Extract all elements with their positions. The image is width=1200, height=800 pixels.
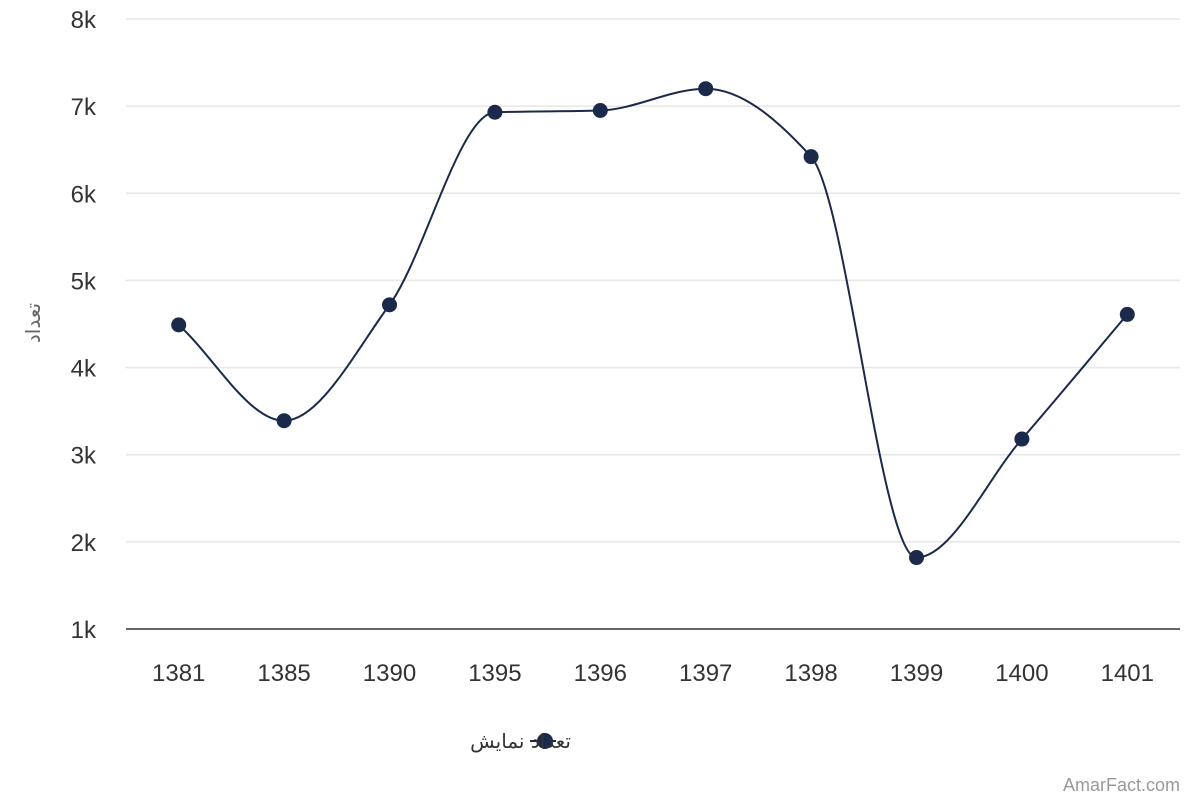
data-point[interactable]	[487, 104, 503, 120]
x-tick-label: 1397	[679, 660, 732, 687]
x-axis-tick-labels: 1381 1385 1390 1395 1396 1397 1398 1399 1400 1401	[152, 660, 1154, 687]
x-tick-label: 1400	[995, 660, 1048, 687]
x-tick-label: 1385	[257, 660, 310, 687]
data-point[interactable]	[1014, 431, 1030, 447]
series-line	[178, 87, 1129, 559]
data-point[interactable]	[382, 297, 397, 313]
x-tick-label: 1399	[890, 660, 943, 687]
y-tick-label: 7k	[71, 94, 97, 121]
data-point[interactable]	[909, 550, 924, 566]
data-point[interactable]	[803, 149, 819, 165]
x-tick-label: 1395	[468, 660, 521, 687]
x-tick-label: 1381	[152, 660, 205, 687]
x-tick-label: 1401	[1101, 660, 1154, 687]
x-tick-label: 1390	[363, 660, 416, 687]
legend-label[interactable]: تعداد نمایش	[470, 729, 571, 753]
grid-lines	[126, 18, 1180, 543]
legend[interactable]: تعداد نمایش	[470, 729, 571, 753]
x-tick-label: 1396	[574, 660, 627, 687]
y-axis-tick-labels: 1k 2k 3k 4k 5k 6k 7k 8k	[71, 7, 97, 644]
series-group	[171, 81, 1135, 566]
legend-marker-dot	[537, 733, 553, 749]
y-tick-label: 5k	[71, 268, 97, 295]
y-tick-label: 2k	[71, 530, 97, 557]
data-point[interactable]	[276, 413, 292, 429]
credit-text[interactable]: AmarFact.com	[1063, 775, 1180, 795]
data-point[interactable]	[1119, 306, 1135, 322]
y-tick-label: 1k	[71, 617, 97, 644]
y-tick-label: 3k	[71, 443, 97, 470]
y-tick-label: 8k	[71, 7, 97, 34]
data-point[interactable]	[592, 103, 608, 118]
y-tick-label: 4k	[71, 356, 97, 383]
data-point[interactable]	[171, 317, 187, 333]
data-point[interactable]	[698, 81, 714, 97]
x-tick-label: 1398	[784, 660, 837, 687]
y-tick-label: 6k	[71, 181, 97, 208]
y-axis-title: تعداد	[21, 303, 45, 343]
